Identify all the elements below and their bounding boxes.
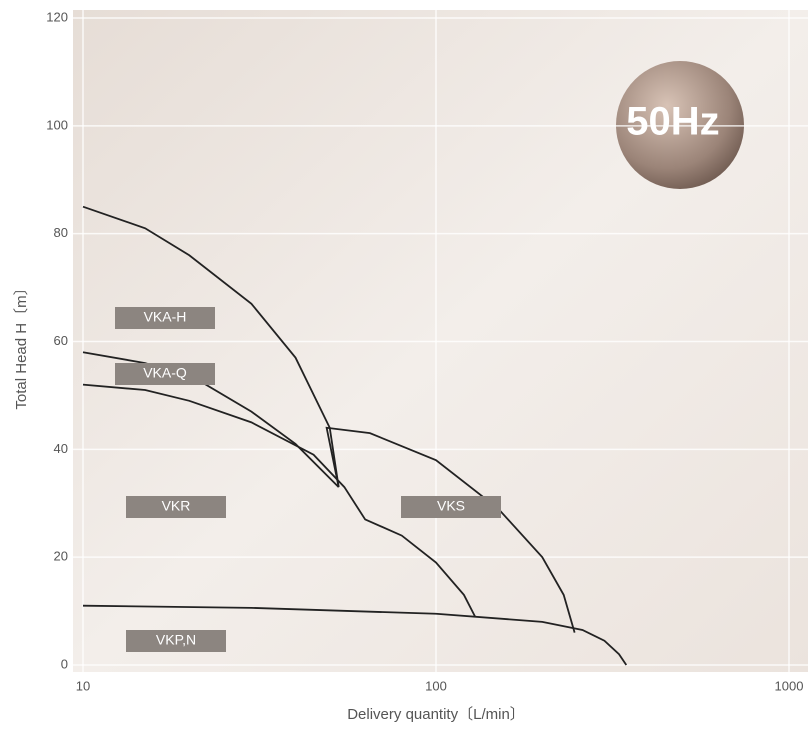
y-tick-label: 100	[46, 117, 68, 132]
series-line	[325, 426, 576, 633]
region-label-box	[401, 496, 501, 518]
y-tick-label: 40	[54, 441, 68, 456]
y-tick-label: 60	[54, 333, 68, 348]
series-line	[82, 604, 628, 666]
region-label: VKP,N	[156, 632, 196, 648]
series-line	[82, 351, 340, 488]
badge: 50Hz	[626, 100, 719, 144]
series-line	[82, 383, 476, 617]
region-label: VKR	[162, 498, 191, 514]
region-label: VKS	[437, 498, 465, 514]
x-axis-label: Delivery quantity〔L/min〕	[347, 706, 525, 723]
x-tick-label: 100	[425, 678, 447, 693]
region-label-box	[126, 630, 226, 652]
y-tick-label: 20	[54, 549, 68, 564]
x-tick-label: 1000	[775, 678, 804, 693]
y-tick-label: 0	[61, 656, 68, 671]
badge-sphere	[616, 61, 744, 189]
region-label-box	[115, 363, 215, 385]
y-tick-label: 80	[54, 225, 68, 240]
region-label: VKA-H	[144, 309, 187, 325]
y-tick-label: 120	[46, 9, 68, 24]
region-label-box	[115, 307, 215, 329]
region-label-box	[126, 496, 226, 518]
region-label: VKA-Q	[143, 365, 187, 381]
x-tick-label: 10	[76, 678, 90, 693]
y-axis-label: Total Head H〔m〕	[13, 280, 30, 409]
